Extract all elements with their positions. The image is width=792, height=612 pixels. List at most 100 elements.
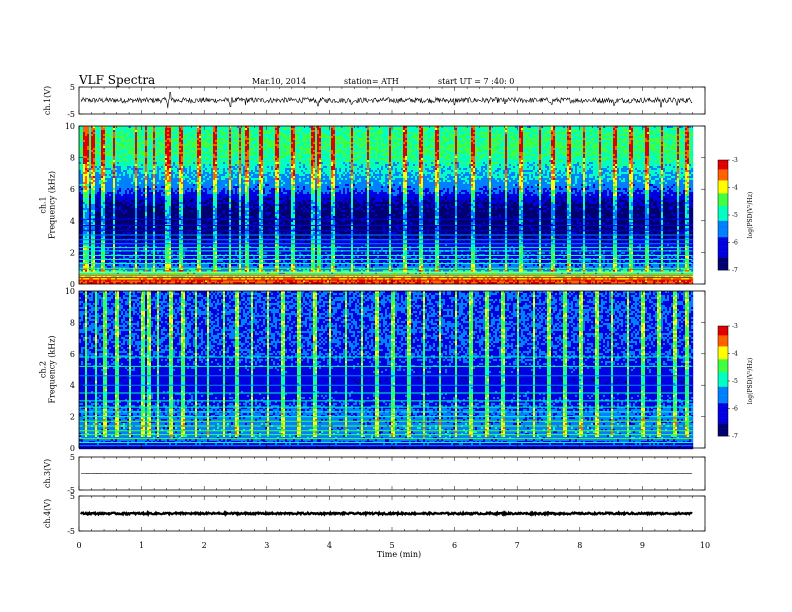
spectrogram-cell [377, 140, 379, 142]
spectrogram-cell [621, 130, 623, 132]
spectrogram-cell [283, 138, 285, 140]
spectrogram-cell [221, 130, 223, 132]
spectrogram-cell [579, 138, 581, 140]
spectrogram-cell [419, 142, 421, 144]
spectrogram-cell [447, 142, 449, 144]
spectrogram-cell [593, 142, 595, 144]
spectrogram-cell [475, 128, 477, 130]
spectrogram-cell [387, 142, 389, 144]
spectrogram-cell [517, 138, 519, 140]
spectrogram-cell [241, 130, 243, 132]
spectrogram-cell [521, 134, 523, 136]
spectrogram-cell [321, 136, 323, 138]
spectrogram-cell [235, 142, 237, 144]
spectrogram-cell [177, 138, 179, 140]
spectrogram-cell [671, 140, 673, 142]
spectrogram-cell [447, 128, 449, 130]
spectrogram-cell [129, 138, 131, 140]
spectrogram-cell [539, 132, 541, 134]
spectrogram-cell [423, 138, 425, 140]
spectrogram-cell [205, 136, 207, 138]
spectrogram-cell [663, 130, 665, 132]
spectrogram-cell [443, 134, 445, 136]
spectrogram-cell [259, 138, 261, 140]
spectrogram-cell [507, 132, 509, 134]
spectrogram-cell [447, 134, 449, 136]
spectrogram-cell [183, 136, 185, 138]
spectrogram-cell [239, 134, 241, 136]
spectrogram-cell [659, 130, 661, 132]
spectrogram-cell [645, 142, 647, 144]
spectrogram-cell [577, 142, 579, 144]
spectrogram-cell [341, 134, 343, 136]
spectrogram-cell [409, 142, 411, 144]
spectrogram-cell [105, 138, 107, 140]
spectrogram-cell [351, 136, 353, 138]
spectrogram-cell [119, 144, 121, 146]
spectrogram-cell [503, 130, 505, 132]
spectrogram-cell [137, 130, 139, 132]
spectrogram-cell [623, 130, 625, 132]
spectrogram-cell [193, 144, 195, 146]
spectrogram-cell [433, 136, 435, 138]
spectrogram-cell [209, 136, 211, 138]
spectrogram-cell [413, 134, 415, 136]
spectrogram-cell [467, 134, 469, 136]
spectrogram-cell [481, 142, 483, 144]
spectrogram-cell [103, 130, 105, 132]
spectrogram-cell [543, 142, 545, 144]
spectrogram-cell [671, 134, 673, 136]
spectrogram-cell [387, 138, 389, 140]
spectrogram-cell [439, 136, 441, 138]
spectrogram-cell [367, 130, 369, 132]
spectrogram-cell [625, 134, 627, 136]
spectrogram-cell [337, 128, 339, 130]
spectrogram-cell [85, 142, 87, 144]
spectrogram-cell [143, 128, 145, 130]
spectrogram-cell [409, 134, 411, 136]
spectrogram-cell [143, 144, 145, 146]
spectrogram-cell [331, 132, 333, 134]
spectrogram-cell [303, 128, 305, 130]
spectrogram-cell [499, 140, 501, 142]
spectrogram-cell [141, 134, 143, 136]
spectrogram-cell [165, 132, 167, 134]
spectrogram-cell [293, 128, 295, 130]
spectrogram-cell [181, 138, 183, 140]
spectrogram-cell [191, 128, 193, 130]
spectrogram-cell [377, 138, 379, 140]
spectrogram-cell [397, 142, 399, 144]
spectrogram-cell [295, 142, 297, 144]
spectrogram-cell [135, 128, 137, 130]
spectrogram-cell [189, 130, 191, 132]
spectrogram-cell [463, 136, 465, 138]
spectrogram-cell [185, 134, 187, 136]
spectrogram-cell [623, 138, 625, 140]
spectrogram-cell [249, 142, 251, 144]
spectrogram-cell [121, 142, 123, 144]
spectrogram-cell [337, 132, 339, 134]
spectrogram-cell [405, 134, 407, 136]
spectrogram-cell [681, 128, 683, 130]
spectrogram-cell [153, 134, 155, 136]
spectrogram-cell [347, 134, 349, 136]
spectrogram-cell [481, 140, 483, 142]
spectrogram-cell [275, 130, 277, 132]
spectrogram-cell [585, 128, 587, 130]
spectrogram-cell [559, 132, 561, 134]
spectrogram-cell [173, 142, 175, 144]
spectrogram-cell [655, 132, 657, 134]
spectrogram-cell [295, 136, 297, 138]
spectrogram-cell [109, 140, 111, 142]
spectrogram-cell [225, 132, 227, 134]
spectrogram-cell [237, 128, 239, 130]
spectrogram-cell [181, 128, 183, 130]
spectrogram-cell [305, 132, 307, 134]
spectrogram-cell [261, 128, 263, 130]
spectrogram-cell [301, 140, 303, 142]
spectrogram-cell [181, 142, 183, 144]
spectrogram-cell [183, 140, 185, 142]
spectrogram-cell [293, 136, 295, 138]
spectrogram-cell [199, 132, 201, 134]
spectrogram-cell [667, 142, 669, 144]
